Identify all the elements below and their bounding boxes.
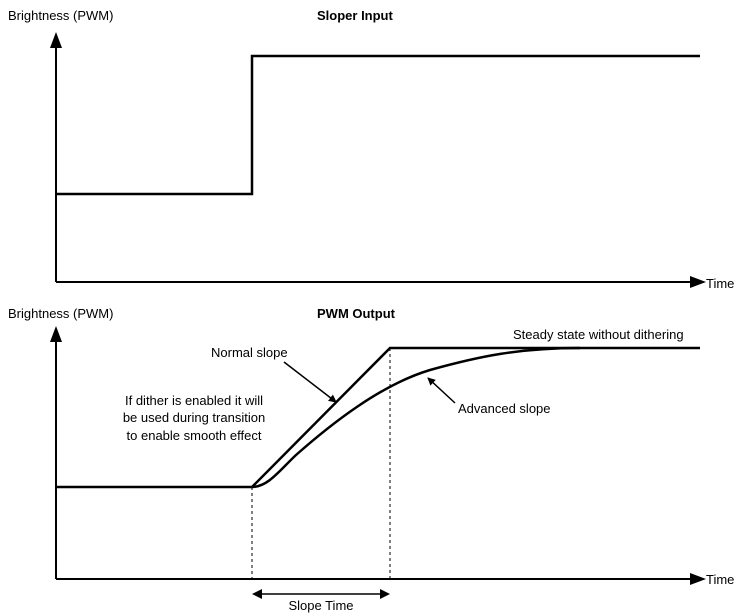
bottom-y-axis-arrow xyxy=(50,326,62,342)
dither-note-line-1: If dither is enabled it will xyxy=(125,393,263,408)
top-y-axis-label: Brightness (PWM) xyxy=(8,8,113,23)
bottom-x-axis-label: Time xyxy=(706,572,734,587)
top-x-axis-label: Time xyxy=(706,276,734,291)
advanced-slope-pointer xyxy=(427,377,456,404)
normal-slope-label: Normal slope xyxy=(211,345,288,360)
bottom-panel: Brightness (PWM) PWM Output Time Slope T… xyxy=(8,306,734,613)
top-x-axis-arrow xyxy=(690,276,706,288)
dither-note-line-3: to enable smooth effect xyxy=(127,428,262,443)
bottom-y-axis-label: Brightness (PWM) xyxy=(8,306,113,321)
top-panel: Brightness (PWM) Sloper Input Time xyxy=(8,8,734,291)
slope-time-arrow-left xyxy=(252,589,262,599)
top-panel-title: Sloper Input xyxy=(317,8,394,23)
advanced-slope-label: Advanced slope xyxy=(458,401,551,416)
bottom-x-axis-arrow xyxy=(690,573,706,585)
step-input-curve xyxy=(56,54,700,196)
advanced-slope-curve xyxy=(251,346,581,489)
top-y-axis-arrow xyxy=(50,32,62,48)
slope-time-label: Slope Time xyxy=(288,598,353,613)
normal-slope-pointer xyxy=(283,361,337,403)
slope-time-arrow-right xyxy=(380,589,390,599)
dither-note-line-2: be used during transition xyxy=(123,410,265,425)
bottom-panel-title: PWM Output xyxy=(317,306,396,321)
steady-state-label: Steady state without dithering xyxy=(513,327,684,342)
